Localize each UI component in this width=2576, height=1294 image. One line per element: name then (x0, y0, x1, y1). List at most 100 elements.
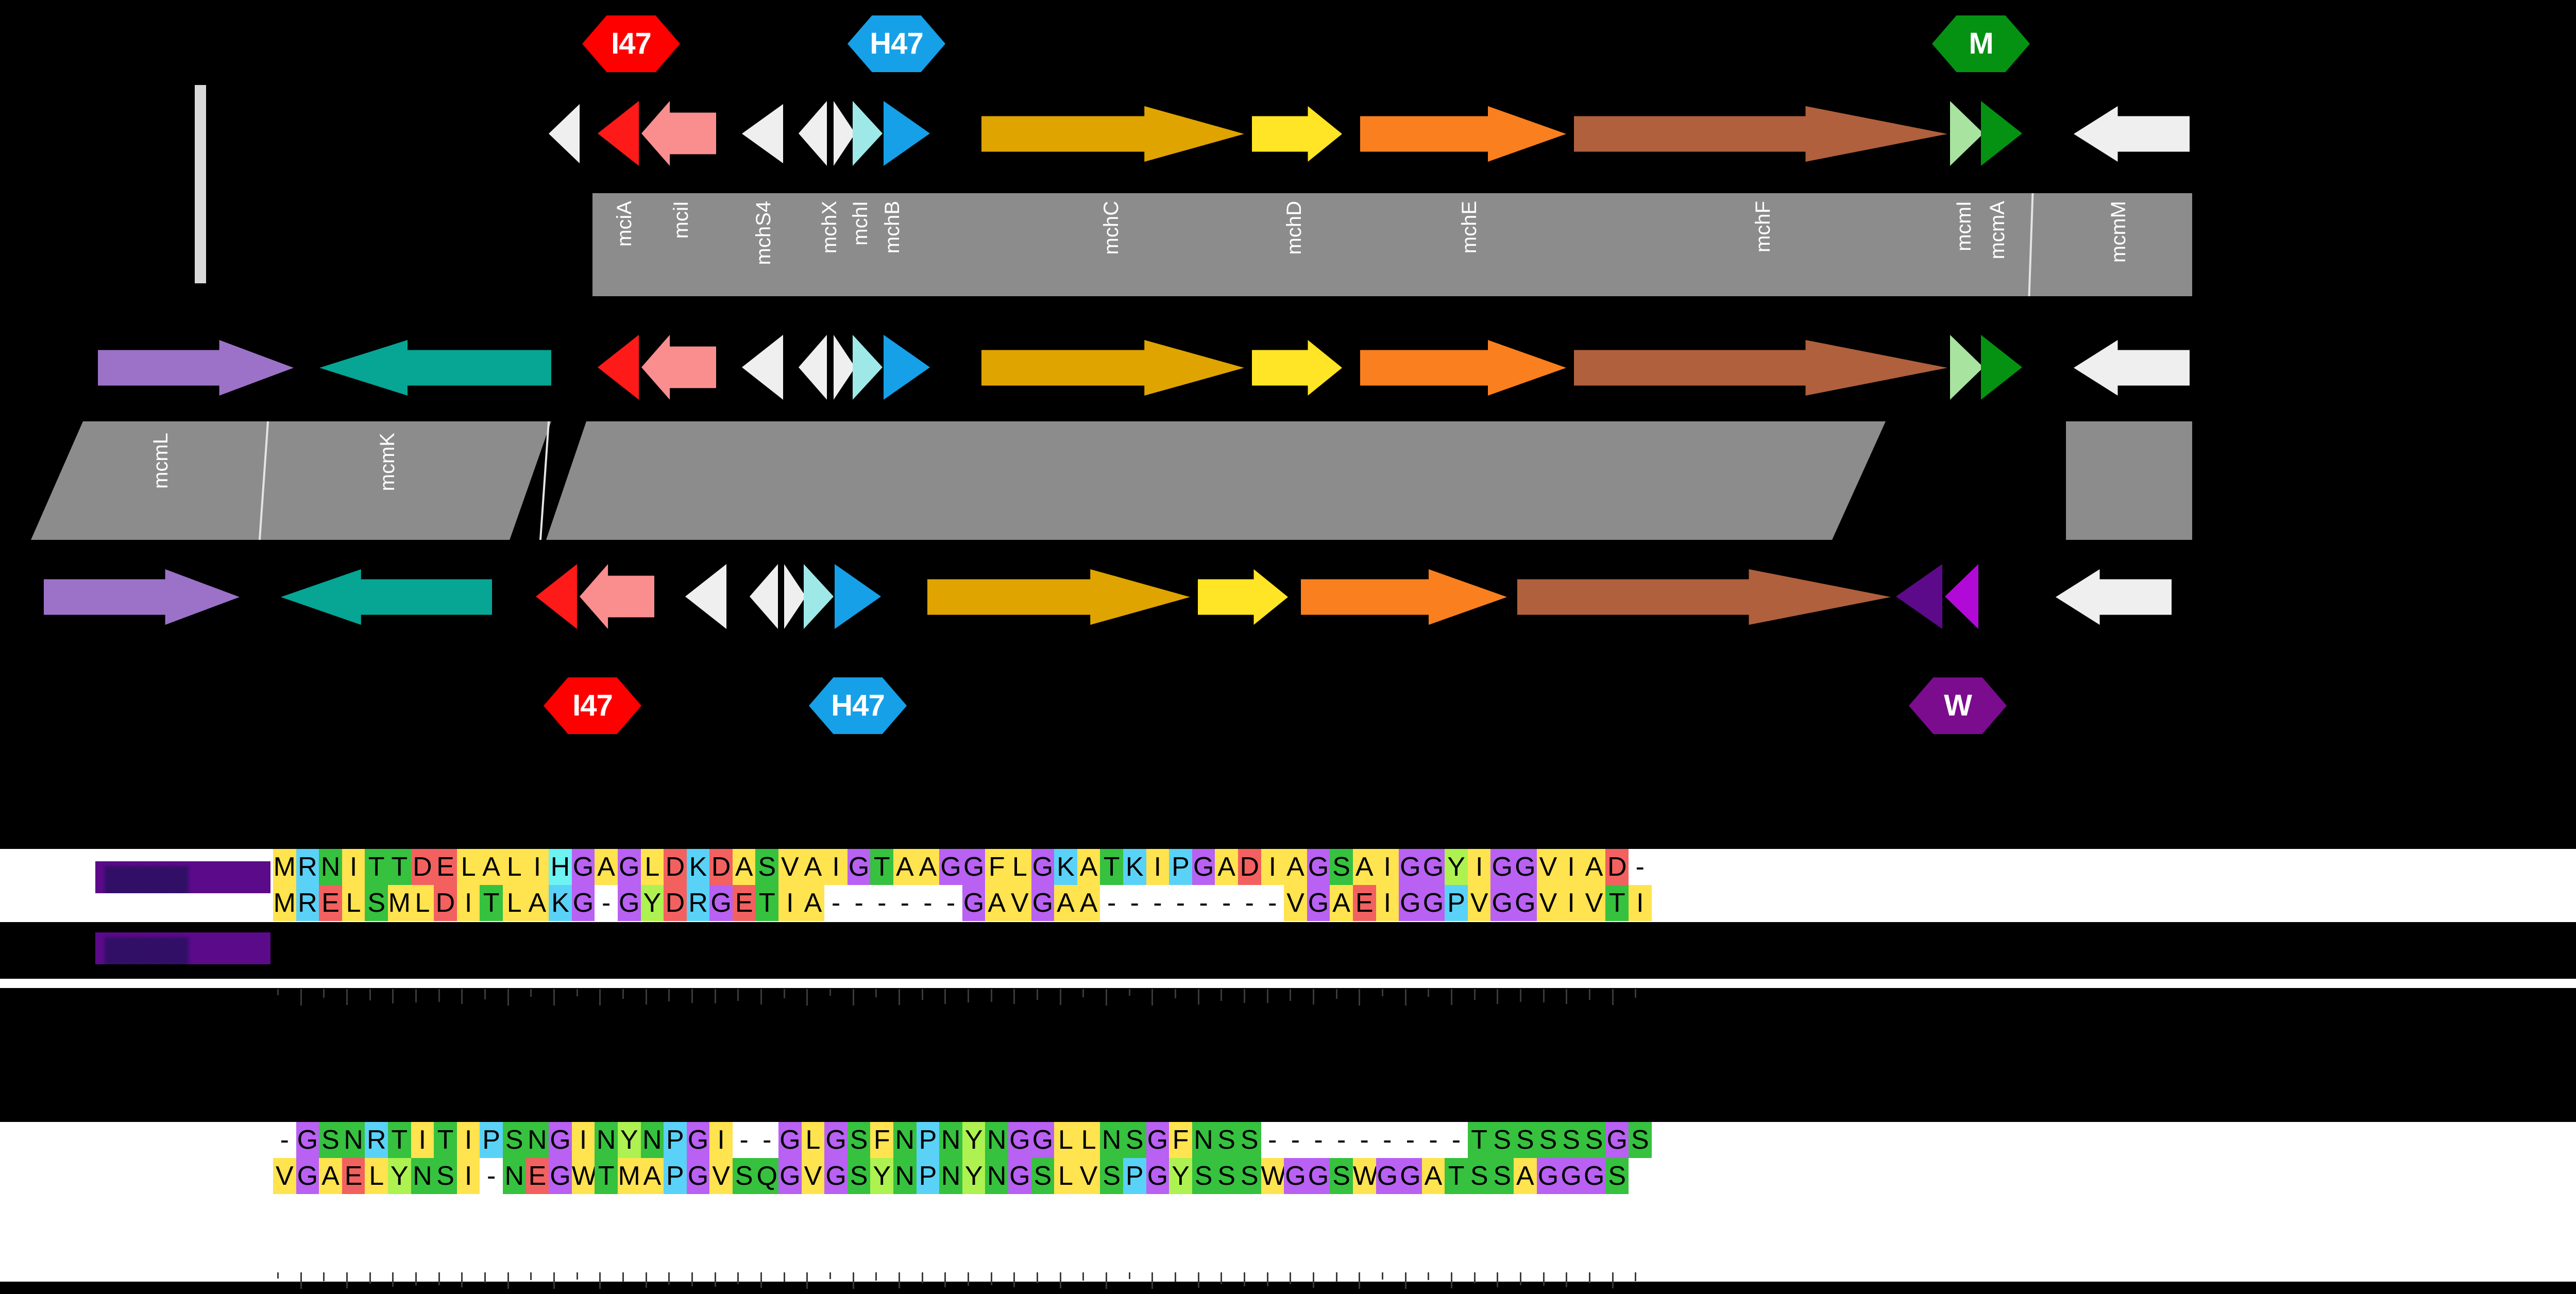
alignment-residue: N (411, 1158, 434, 1194)
alignment-gap: - (1399, 1122, 1422, 1158)
alignment-residue: S (847, 1122, 871, 1158)
microcin-badge-h47[interactable]: H47 (809, 677, 907, 734)
gene-mchB-3[interactable] (835, 564, 881, 629)
alignment-residue: L (342, 885, 365, 921)
gene-white-1[interactable] (549, 104, 580, 163)
alignment-residue: V (1284, 885, 1307, 921)
alignment-residue: S (1560, 1122, 1583, 1158)
alignment-gap: - (1307, 1122, 1330, 1158)
alignment-residue: D (709, 849, 733, 885)
gene-arrow-shape (799, 101, 827, 166)
sequence-name-text: █████ (105, 866, 189, 893)
alignment-residue: H (549, 849, 572, 885)
gene-mchX[interactable] (834, 101, 855, 166)
alignment-residue: S (1490, 1122, 1514, 1158)
alignment-gap: - (1261, 885, 1284, 921)
alignment-residue: S (1031, 1158, 1055, 1194)
gene-mciI-2[interactable] (641, 335, 716, 400)
alignment-residue: I (1146, 849, 1170, 885)
alignment-gap: - (1445, 1122, 1468, 1158)
gene-mchD-2[interactable] (1252, 340, 1342, 396)
gene-mchB[interactable] (884, 101, 930, 166)
gene-arrow-shape (98, 340, 294, 396)
alignment-residue: G (296, 1122, 319, 1158)
alignment-gap: - (1421, 1122, 1445, 1158)
gene-mcmL-3[interactable] (44, 569, 240, 625)
gene-mciA[interactable] (598, 101, 639, 166)
gene-mchC-2[interactable] (981, 340, 1244, 396)
microcin-badge-w[interactable]: W (1909, 677, 2007, 734)
alignment-residue: A (595, 849, 618, 885)
alignment-residue: M (273, 885, 296, 921)
gene-mchE-2[interactable] (1360, 340, 1566, 396)
gene-mchS4-2[interactable] (799, 335, 827, 400)
alignment-residue: M (387, 885, 411, 921)
gene-mciI[interactable] (641, 101, 716, 166)
aln-row-4: V G A E L Y N S I - N E GWT M A P G V S QG V G S Y N P N Y N G S L V S P G Y… (273, 1158, 1652, 1194)
gene-mchI[interactable] (853, 101, 883, 166)
gene-mcmI-3[interactable] (1896, 564, 1942, 629)
microcin-badge-i47[interactable]: I47 (582, 15, 680, 72)
gene-mcmM[interactable] (2074, 106, 2190, 162)
microcin-badge-i47[interactable]: I47 (544, 677, 641, 734)
gene-mciA-3[interactable] (536, 564, 577, 629)
alignment-gap: - (916, 885, 940, 921)
microcin-badge-h47[interactable]: H47 (848, 15, 945, 72)
gene-white-4[interactable] (685, 564, 726, 629)
gene-mchC-3[interactable] (927, 569, 1190, 625)
alignment-gap: - (1284, 1122, 1307, 1158)
microcin-badge-m[interactable]: M (1932, 15, 2030, 72)
alignment-residue: T (480, 885, 503, 921)
alignment-residue: Q (755, 1158, 779, 1194)
alignment-residue: T (595, 1158, 618, 1194)
gene-mchX-3[interactable] (784, 564, 806, 629)
alignment-residue: T (365, 849, 388, 885)
alignment-residue: S (502, 1122, 526, 1158)
alignment-residue: W (1352, 1158, 1378, 1194)
gene-mchF-2[interactable] (1574, 340, 1947, 396)
gene-mciI-3[interactable] (580, 564, 654, 629)
gene-mchI-3[interactable] (804, 564, 834, 629)
gene-mchF[interactable] (1574, 106, 1947, 162)
alignment-residue: G (1399, 885, 1422, 921)
gene-mchD[interactable] (1252, 106, 1342, 162)
gene-mcmL[interactable] (98, 340, 294, 396)
gene-mcmK[interactable] (319, 340, 551, 396)
gene-mcmI[interactable] (1950, 101, 1984, 166)
gene-mchF-3[interactable] (1517, 569, 1891, 625)
gene-mchX-2[interactable] (834, 335, 855, 400)
gene-mcmA[interactable] (1981, 101, 2022, 166)
alignment-residue: G (1008, 1122, 1031, 1158)
alignment-residue: A (801, 849, 825, 885)
gene-arrow-shape (742, 104, 783, 163)
alignment-residue: Y (962, 1122, 986, 1158)
gene-arrow-shape (884, 335, 930, 400)
gene-mchD-3[interactable] (1198, 569, 1288, 625)
gene-mchS4-3[interactable] (750, 564, 778, 629)
gene-mchE-3[interactable] (1301, 569, 1507, 625)
gene-white-2[interactable] (742, 104, 783, 163)
gene-mcmA-2[interactable] (1981, 335, 2022, 400)
alignment-residue: N (640, 1122, 664, 1158)
gene-mchS4[interactable] (799, 101, 827, 166)
gene-arrow-shape (2074, 340, 2190, 396)
gene-mcmK-3[interactable] (281, 569, 492, 625)
gene-mcmM-2[interactable] (2074, 340, 2190, 396)
gene-mchC[interactable] (981, 106, 1244, 162)
gene-mchE[interactable] (1360, 106, 1566, 162)
alignment-residue: L (1054, 1158, 1077, 1194)
gene-mcmA-3[interactable] (1945, 564, 1978, 629)
gene-mchB-2[interactable] (884, 335, 930, 400)
alignment-residue: I (824, 849, 848, 885)
gene-arrow-shape (927, 569, 1190, 625)
alignment-residue: S (1215, 1158, 1238, 1194)
gene-white-3[interactable] (742, 335, 783, 400)
gene-mcmI-2[interactable] (1950, 335, 1984, 400)
gene-mchI-2[interactable] (853, 335, 883, 400)
gene-mciA-2[interactable] (598, 335, 639, 400)
alignment-residue: I (1467, 849, 1491, 885)
gene-mcmM-3[interactable] (2056, 569, 2172, 625)
sequence-name-row-2: █████ (95, 932, 270, 964)
alignment-residue: N (526, 1122, 549, 1158)
